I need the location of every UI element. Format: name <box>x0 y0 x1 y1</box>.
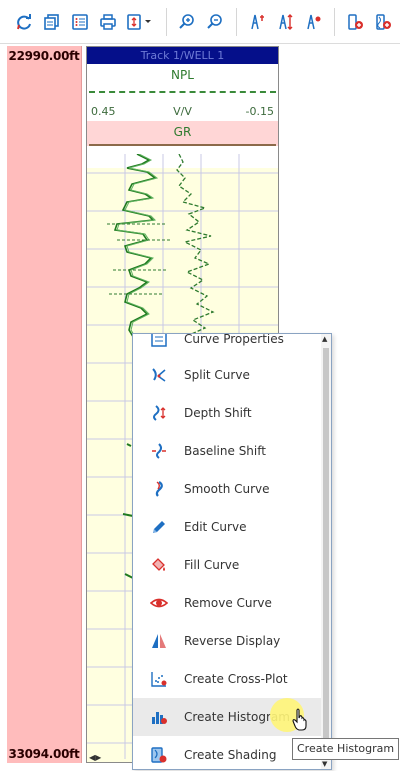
menu-item-label: Fill Curve <box>184 558 240 572</box>
well-top-icon[interactable] <box>245 10 269 34</box>
curve-context-menu[interactable]: Curve Properties Split Curve Depth Shift… <box>132 333 332 770</box>
menu-item-label: Edit Curve <box>184 520 247 534</box>
menu-scrollbar[interactable]: ▲ ▼ <box>321 334 331 769</box>
list-icon[interactable] <box>68 10 92 34</box>
menu-item-create-cross-plot[interactable]: Create Cross-Plot <box>133 660 323 698</box>
split-curve-icon <box>149 365 169 385</box>
depth-shift-icon <box>149 403 169 423</box>
menu-item-edit-curve[interactable]: Edit Curve <box>133 508 323 546</box>
menu-item-split-curve[interactable]: Split Curve <box>133 356 323 394</box>
npl-left-scale: 0.45 <box>91 105 116 118</box>
menu-item-smooth-curve[interactable]: Smooth Curve <box>133 470 323 508</box>
track-scroll-arrows[interactable]: ◀▶ <box>89 753 102 762</box>
curve-properties-icon <box>149 334 169 349</box>
menu-item-label: Split Curve <box>184 368 250 382</box>
menu-item-remove-curve[interactable]: Remove Curve <box>133 584 323 622</box>
gr-curve-line-style <box>89 144 276 146</box>
menu-item-depth-shift[interactable]: Depth Shift <box>133 394 323 432</box>
hand-cursor-icon <box>292 708 310 735</box>
menu-item-label: Curve Properties <box>184 333 284 346</box>
menu-item-label: Create Cross-Plot <box>184 672 288 686</box>
toolbar-separator <box>334 8 335 36</box>
menu-item-label: Remove Curve <box>184 596 272 610</box>
smooth-curve-icon <box>149 479 169 499</box>
page-setup-dropdown-icon[interactable] <box>124 10 156 34</box>
menu-item-label: Baseline Shift <box>184 444 266 458</box>
menu-item-create-shading[interactable]: Create Shading <box>133 736 323 769</box>
add-track-icon[interactable] <box>343 10 367 34</box>
toolbar <box>0 0 400 44</box>
fill-curve-icon <box>149 555 169 575</box>
well-depth-icon[interactable] <box>273 10 297 34</box>
depth-track[interactable]: 22990.00ft 33094.00ft <box>7 46 82 763</box>
baseline-shift-icon <box>149 441 169 461</box>
npl-curve-name[interactable]: NPL <box>171 68 194 82</box>
menu-item-label: Create Histogram <box>184 710 290 724</box>
shading-icon <box>149 745 169 765</box>
track-title[interactable]: Track 1/WELL 1 <box>87 47 278 64</box>
track-header[interactable]: NPL 0.45 V/V -0.15 GR <box>87 64 278 168</box>
add-curve-track-icon[interactable] <box>371 10 395 34</box>
well-marker-icon[interactable] <box>301 10 325 34</box>
edit-curve-icon <box>149 517 169 537</box>
gr-curve-name[interactable]: GR <box>87 121 278 146</box>
menu-item-curve-properties[interactable]: Curve Properties <box>133 333 323 358</box>
scroll-up-arrow-icon[interactable]: ▲ <box>322 335 328 343</box>
menu-item-label: Smooth Curve <box>184 482 270 496</box>
menu-item-fill-curve[interactable]: Fill Curve <box>133 546 323 584</box>
tooltip: Create Histogram <box>292 738 400 760</box>
scroll-down-arrow-icon[interactable]: ▼ <box>322 760 328 768</box>
menu-item-reverse-display[interactable]: Reverse Display <box>133 622 323 660</box>
npl-unit: V/V <box>173 105 192 118</box>
toolbar-separator <box>236 8 237 36</box>
copy-icon[interactable] <box>40 10 64 34</box>
top-depth-label: 22990.00ft <box>8 49 80 63</box>
bottom-depth-label: 33094.00ft <box>8 747 80 761</box>
menu-item-baseline-shift[interactable]: Baseline Shift <box>133 432 323 470</box>
zoom-out-icon[interactable] <box>203 10 227 34</box>
remove-curve-icon <box>149 593 169 613</box>
histogram-icon <box>149 707 169 727</box>
zoom-in-icon[interactable] <box>175 10 199 34</box>
menu-scrollbar-thumb[interactable] <box>323 348 329 756</box>
npl-curve-line-style <box>89 91 276 93</box>
print-icon[interactable] <box>96 10 120 34</box>
refresh-icon[interactable] <box>12 10 36 34</box>
menu-item-label: Depth Shift <box>184 406 252 420</box>
toolbar-separator <box>166 8 167 36</box>
menu-item-label: Reverse Display <box>184 634 281 648</box>
npl-right-scale: -0.15 <box>245 105 274 118</box>
menu-item-label: Create Shading <box>184 748 277 762</box>
reverse-display-icon <box>149 631 169 651</box>
cross-plot-icon <box>149 669 169 689</box>
